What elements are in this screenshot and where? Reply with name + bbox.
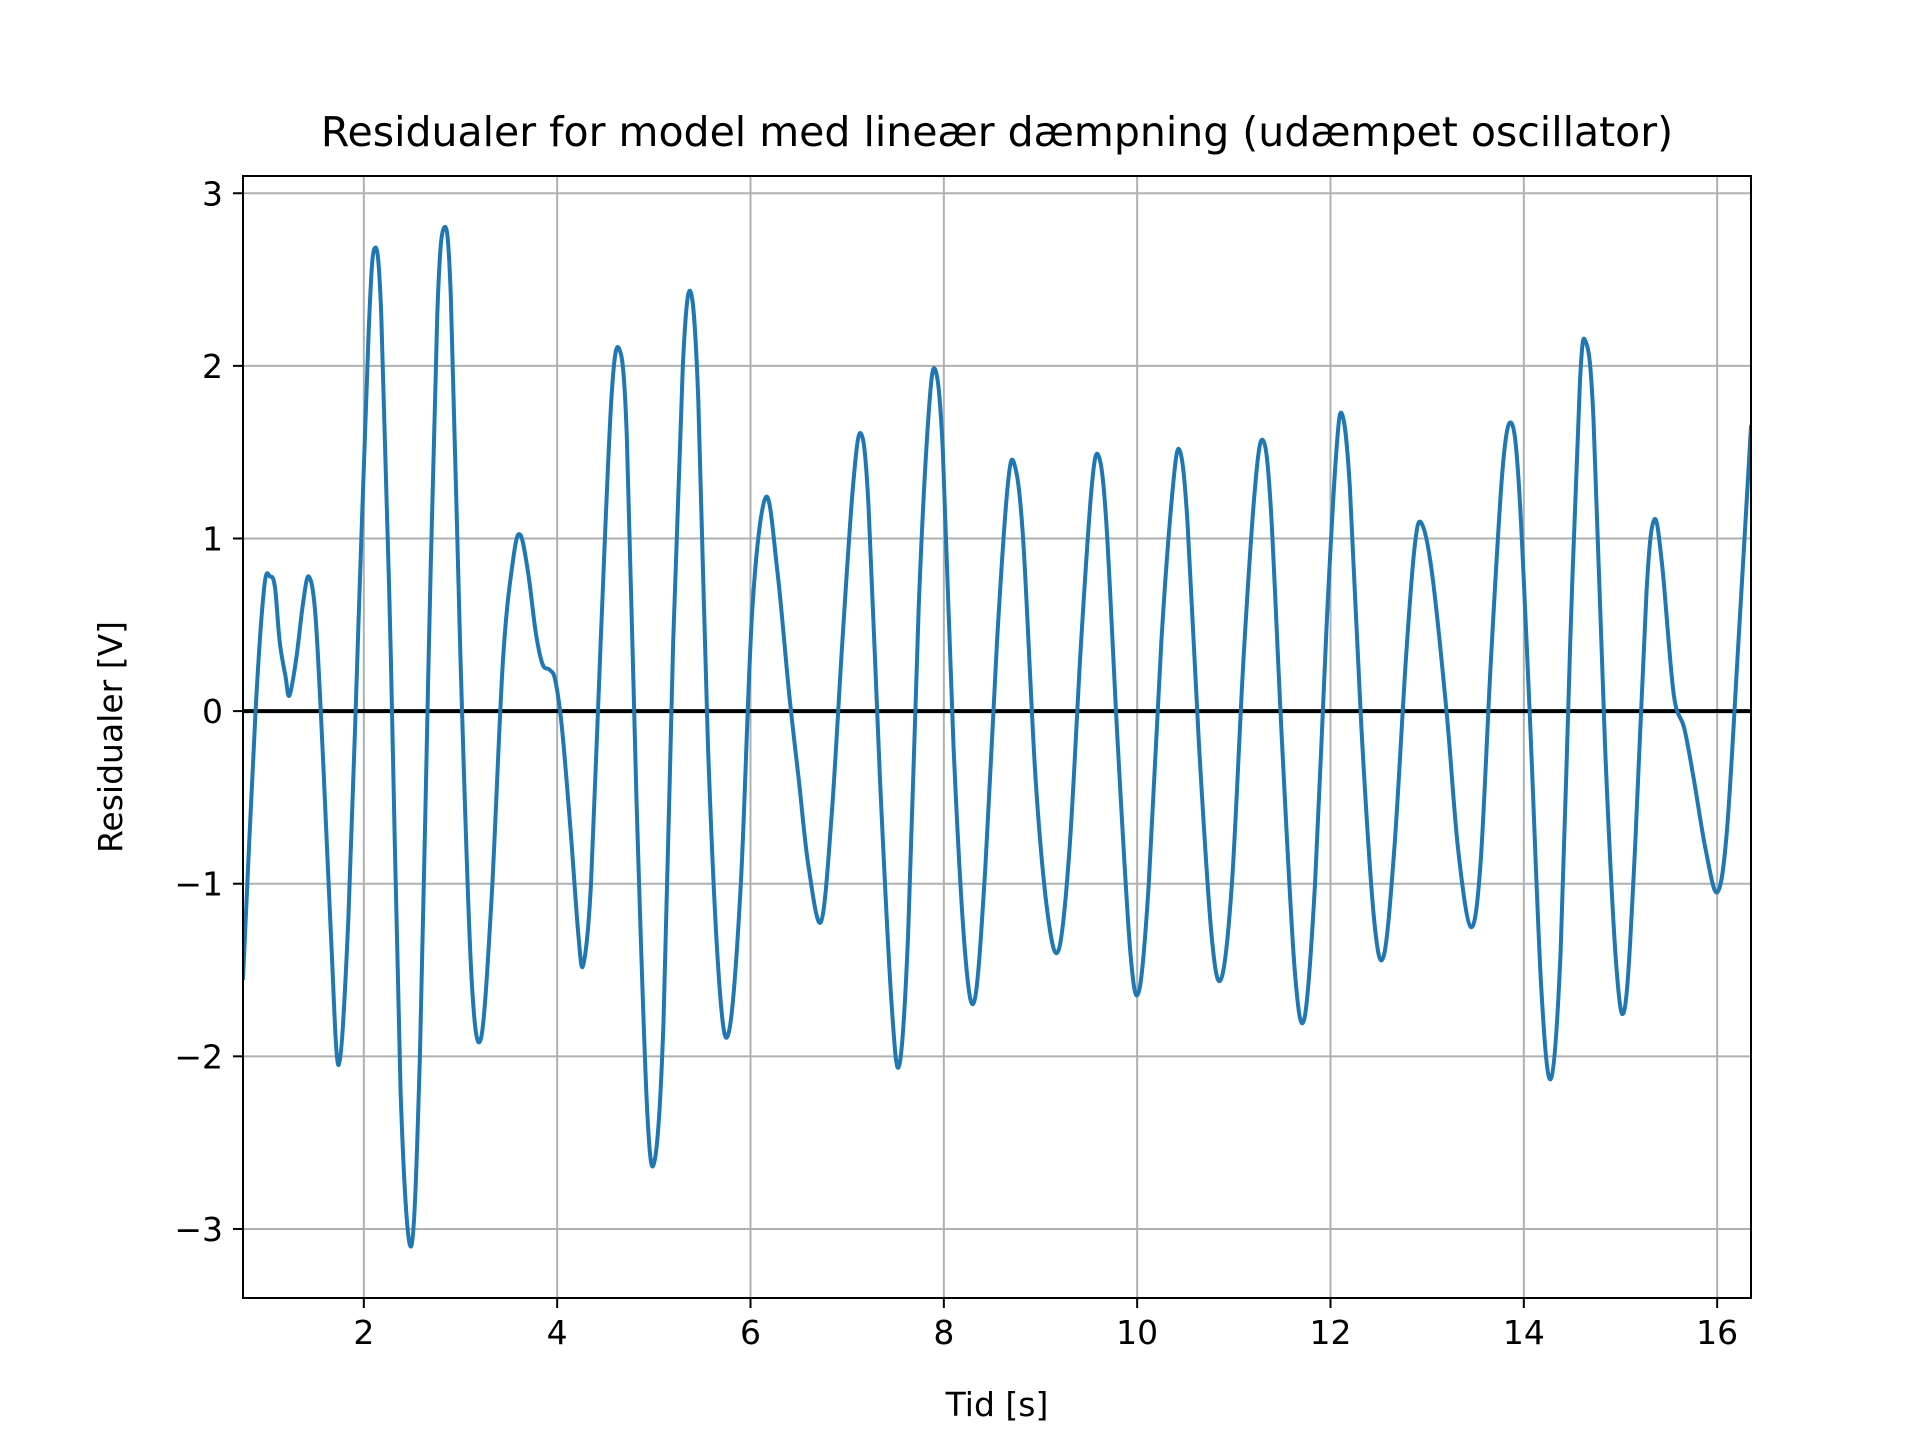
y-tick-label: −2	[174, 1037, 223, 1076]
y-axis-label: Residualer [V]	[91, 621, 130, 853]
x-tick-label: 2	[353, 1313, 374, 1352]
plot-frame	[242, 175, 1752, 1299]
x-tick-label: 12	[1310, 1313, 1352, 1352]
y-axis-ticks: −3 −2 −1 0 1 2 3	[174, 174, 243, 1249]
x-tick-label: 10	[1116, 1313, 1158, 1352]
y-tick-label: 3	[202, 174, 223, 213]
y-tick-label: −1	[174, 865, 223, 904]
x-tick-label: 4	[547, 1313, 568, 1352]
x-tick-label: 16	[1696, 1313, 1738, 1352]
y-tick-label: 1	[202, 519, 223, 558]
x-tick-label: 14	[1503, 1313, 1545, 1352]
y-tick-label: 0	[202, 692, 223, 731]
y-tick-label: 2	[202, 347, 223, 386]
x-axis-label: Tid [s]	[945, 1385, 1049, 1424]
x-tick-label: 8	[933, 1313, 954, 1352]
x-axis-ticks: 2 4 6 8 10 12 14 16	[353, 1298, 1738, 1352]
x-tick-label: 6	[740, 1313, 761, 1352]
residual-series-line	[243, 225, 1751, 1249]
chart-title: Residualer for model med lineær dæmpning…	[321, 108, 1673, 156]
y-tick-label: −3	[174, 1210, 223, 1249]
